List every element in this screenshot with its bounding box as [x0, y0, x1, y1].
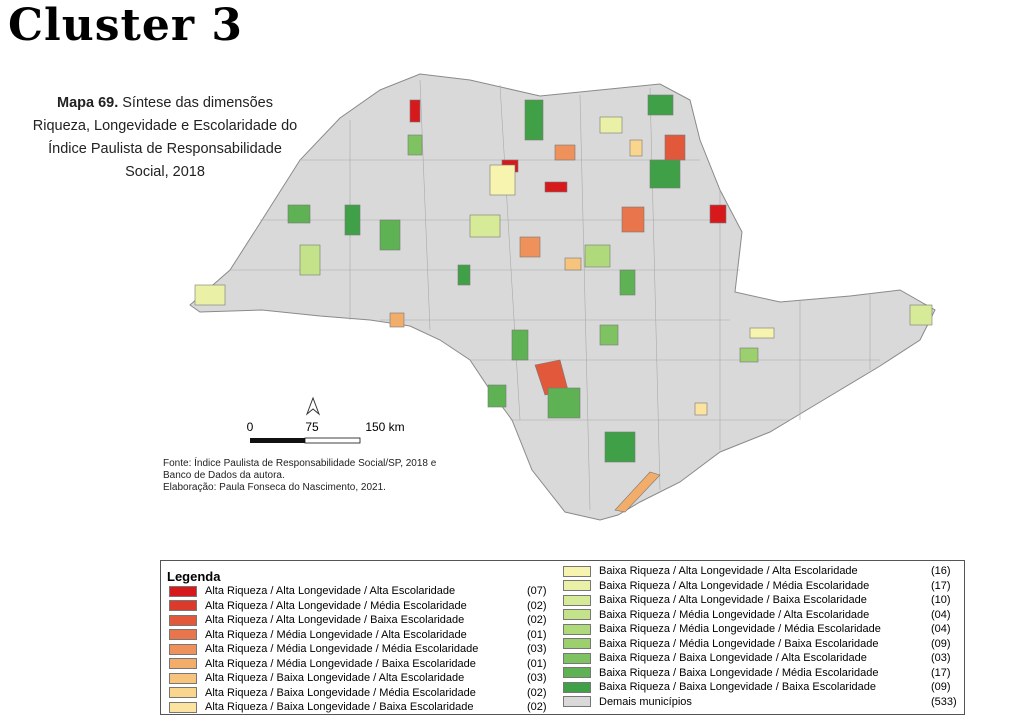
legend-item: Baixa Riqueza / Alta Longevidade / Alta … [563, 564, 858, 578]
legend-swatch [169, 643, 197, 655]
legend-count: (533) [931, 695, 957, 708]
legend-swatch [563, 667, 591, 678]
caption: Mapa 69. Síntese das dimensões Riqueza, L… [20, 92, 310, 184]
legend-count: (16) [931, 565, 951, 577]
legend-label: Alta Riqueza / Média Longevidade / Média… [205, 643, 479, 655]
legend-item: Baixa Riqueza / Baixa Longevidade / Médi… [563, 666, 878, 680]
highlighted-municipalities [194, 94, 933, 513]
legend-label: Alta Riqueza / Alta Longevidade / Média … [205, 599, 467, 612]
caption-label: Mapa 69. [56, 95, 119, 111]
caption-line: Síntese das dimensões [122, 95, 273, 111]
legend-label: Alta Riqueza / Baixa Longevidade / Média… [205, 686, 476, 699]
scale-label: 75 [305, 420, 319, 434]
legend-item: Baixa Riqueza / Média Longevidade / Baix… [563, 637, 878, 651]
legend-count: (10) [931, 594, 951, 606]
legend-swatch [563, 594, 591, 606]
legend-label: Baixa Riqueza / Alta Longevidade / Baixa… [599, 594, 867, 606]
legend-count: (17) [931, 666, 951, 679]
scale-bar [250, 438, 305, 443]
legend-label: Alta Riqueza / Média Longevidade / Baixa… [205, 657, 476, 670]
legend-count: (01) [527, 628, 547, 641]
scale-bar [304, 437, 361, 444]
legend-label: Baixa Riqueza / Baixa Longevidade / Baix… [599, 681, 877, 693]
caption-line: Social, 2018 [125, 164, 205, 180]
legend-label: Baixa Riqueza / Média Longevidade / Baix… [599, 637, 879, 650]
legend-item: Alta Riqueza / Alta Longevidade / Média … [169, 599, 467, 613]
legend-swatch [169, 614, 197, 626]
legend-swatch [563, 580, 591, 591]
legend-label: Baixa Riqueza / Alta Longevidade / Alta … [599, 565, 858, 577]
legend-count: (03) [931, 652, 951, 664]
scale-label: 0 [247, 420, 254, 434]
title: Cluster 3 [8, 0, 243, 51]
legend-item: Alta Riqueza / Baixa Longevidade / Alta … [169, 671, 464, 685]
legend-swatch [169, 585, 197, 597]
legend-count: (02) [527, 701, 547, 713]
source-line: Fonte: Índice Paulista de Responsabilida… [163, 458, 437, 469]
legend-swatch [169, 629, 197, 640]
legend-swatch [563, 609, 591, 620]
legend-swatch [169, 658, 197, 669]
legend-count: (04) [931, 623, 951, 635]
legend-swatch [563, 681, 591, 693]
source-line: Banco de Dados da autora. [163, 470, 285, 481]
legend-count: (09) [931, 681, 951, 693]
caption-line: Índice Paulista de Responsabilidade [48, 141, 282, 157]
legend-label: Alta Riqueza / Alta Longevidade / Alta E… [205, 585, 456, 597]
legend-swatch [563, 623, 591, 635]
legend-count: (03) [527, 643, 547, 655]
legend-swatch [563, 696, 591, 707]
caption-line: Riqueza, Longevidade e Escolaridade do [32, 118, 298, 134]
legend-swatch [169, 672, 197, 684]
legend-title: Legenda [167, 569, 221, 584]
legend-label: Alta Riqueza / Alta Longevidade / Baixa … [205, 614, 465, 626]
legend-item: Baixa Riqueza / Média Longevidade / Médi… [563, 622, 881, 636]
state-outline [189, 73, 936, 521]
legend-count: (01) [527, 657, 547, 670]
legend-item: Alta Riqueza / Média Longevidade / Média… [169, 642, 478, 656]
legend-count: (03) [527, 672, 547, 684]
legend-swatch [169, 600, 197, 611]
legend-item: Alta Riqueza / Baixa Longevidade / Baixa… [169, 700, 473, 714]
legend-item: Demais municípios [563, 695, 692, 709]
legend-count: (17) [931, 579, 951, 592]
legend-count: (09) [931, 637, 951, 650]
legend-count: (02) [527, 686, 547, 699]
map: 0 75 150 km [189, 73, 936, 521]
source: Fonte: Índice Paulista de Responsabilida… [163, 458, 436, 494]
legend-item: Alta Riqueza / Alta Longevidade / Baixa … [169, 613, 464, 627]
legend-swatch [169, 701, 197, 713]
legend-label: Alta Riqueza / Média Longevidade / Alta … [205, 628, 467, 641]
legend-item: Alta Riqueza / Média Longevidade / Alta … [169, 628, 467, 642]
legend-item: Alta Riqueza / Média Longevidade / Baixa… [169, 657, 476, 671]
legend-item: Baixa Riqueza / Alta Longevidade / Média… [563, 579, 869, 593]
legend-item: Baixa Riqueza / Alta Longevidade / Baixa… [563, 593, 867, 607]
legend-swatch [563, 652, 591, 664]
legend-label: Baixa Riqueza / Média Longevidade / Alta… [599, 608, 870, 621]
legend-item: Alta Riqueza / Baixa Longevidade / Média… [169, 686, 476, 700]
legend-label: Alta Riqueza / Baixa Longevidade / Baixa… [205, 701, 474, 713]
legend-count: (02) [527, 614, 547, 626]
north-arrow [305, 396, 321, 416]
legend-label: Baixa Riqueza / Baixa Longevidade / Alta… [599, 652, 867, 664]
legend-count: (02) [527, 599, 547, 612]
legend-item: Baixa Riqueza / Média Longevidade / Alta… [563, 608, 869, 622]
scale-label: 150 km [365, 420, 404, 434]
source-line: Elaboração: Paula Fonseca do Nascimento,… [163, 482, 386, 493]
legend: Legenda Alta Riqueza / Alta Longevidade /… [160, 560, 965, 715]
legend-count: (07) [527, 585, 547, 597]
legend-swatch [563, 565, 591, 577]
legend-label: Demais municípios [599, 695, 692, 708]
legend-count: (04) [931, 608, 951, 621]
legend-item: Baixa Riqueza / Baixa Longevidade / Alta… [563, 651, 867, 665]
legend-label: Alta Riqueza / Baixa Longevidade / Alta … [205, 672, 465, 684]
legend-label: Baixa Riqueza / Alta Longevidade / Média… [599, 579, 870, 592]
legend-label: Baixa Riqueza / Baixa Longevidade / Médi… [599, 666, 879, 679]
legend-item: Alta Riqueza / Alta Longevidade / Alta E… [169, 584, 455, 598]
legend-label: Baixa Riqueza / Média Longevidade / Médi… [599, 623, 881, 635]
legend-swatch [563, 638, 591, 649]
legend-swatch [169, 687, 197, 698]
legend-item: Baixa Riqueza / Baixa Longevidade / Baix… [563, 680, 876, 694]
